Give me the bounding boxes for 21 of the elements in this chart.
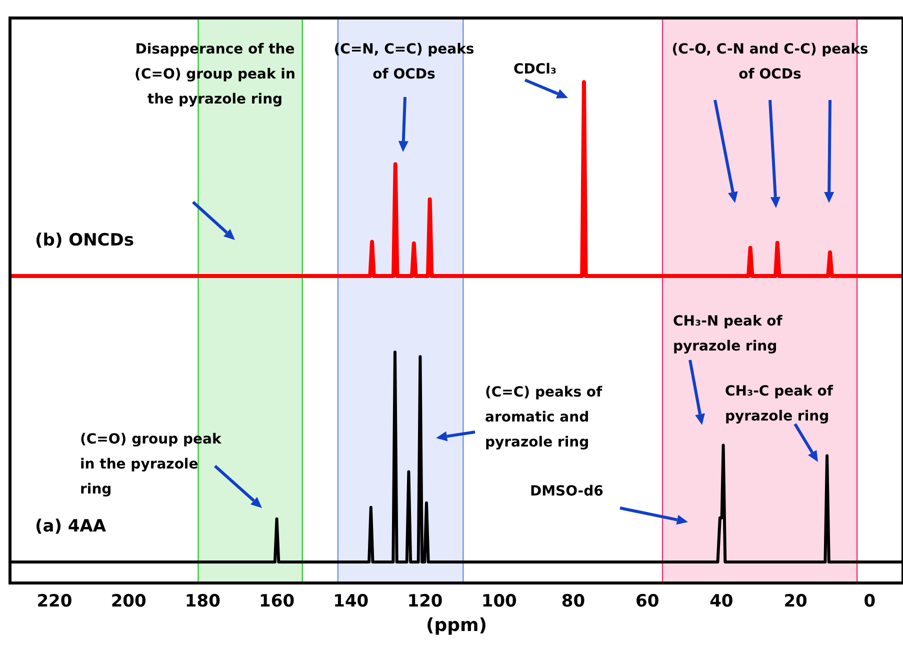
x-tick-label: 120 — [407, 592, 443, 612]
annotation: CH₃-N peak of pyrazole ring — [673, 314, 784, 355]
text: CDCl₃ — [513, 62, 557, 78]
x-tick-label: 20 — [784, 592, 808, 612]
x-tick-label: 40 — [710, 592, 734, 612]
x-tick-label: 0 — [864, 592, 876, 612]
x-tick-label: 60 — [635, 592, 660, 612]
x-tick-label: 220 — [36, 592, 72, 612]
x-tick-label: 180 — [184, 592, 221, 612]
annotation: CH₃-C peak of pyrazole ring — [725, 384, 834, 425]
x-tick-label: 160 — [259, 592, 295, 612]
series-label: (b) ONCDs — [35, 230, 134, 250]
annotation: DMSO-d6 — [530, 484, 604, 500]
x-tick-label: 140 — [333, 592, 369, 612]
x-axis-title: (ppm) — [426, 614, 487, 636]
series-label: (a) 4AA — [35, 516, 107, 536]
x-tick-label: 80 — [561, 592, 586, 612]
x-tick-label: 200 — [110, 592, 146, 612]
x-tick-label: 100 — [481, 592, 518, 612]
annotation: (C=C) peaks of aromatic and pyrazole ring — [485, 384, 604, 451]
annotation: (C=N, C=C) peaks of OCDs — [334, 42, 474, 83]
